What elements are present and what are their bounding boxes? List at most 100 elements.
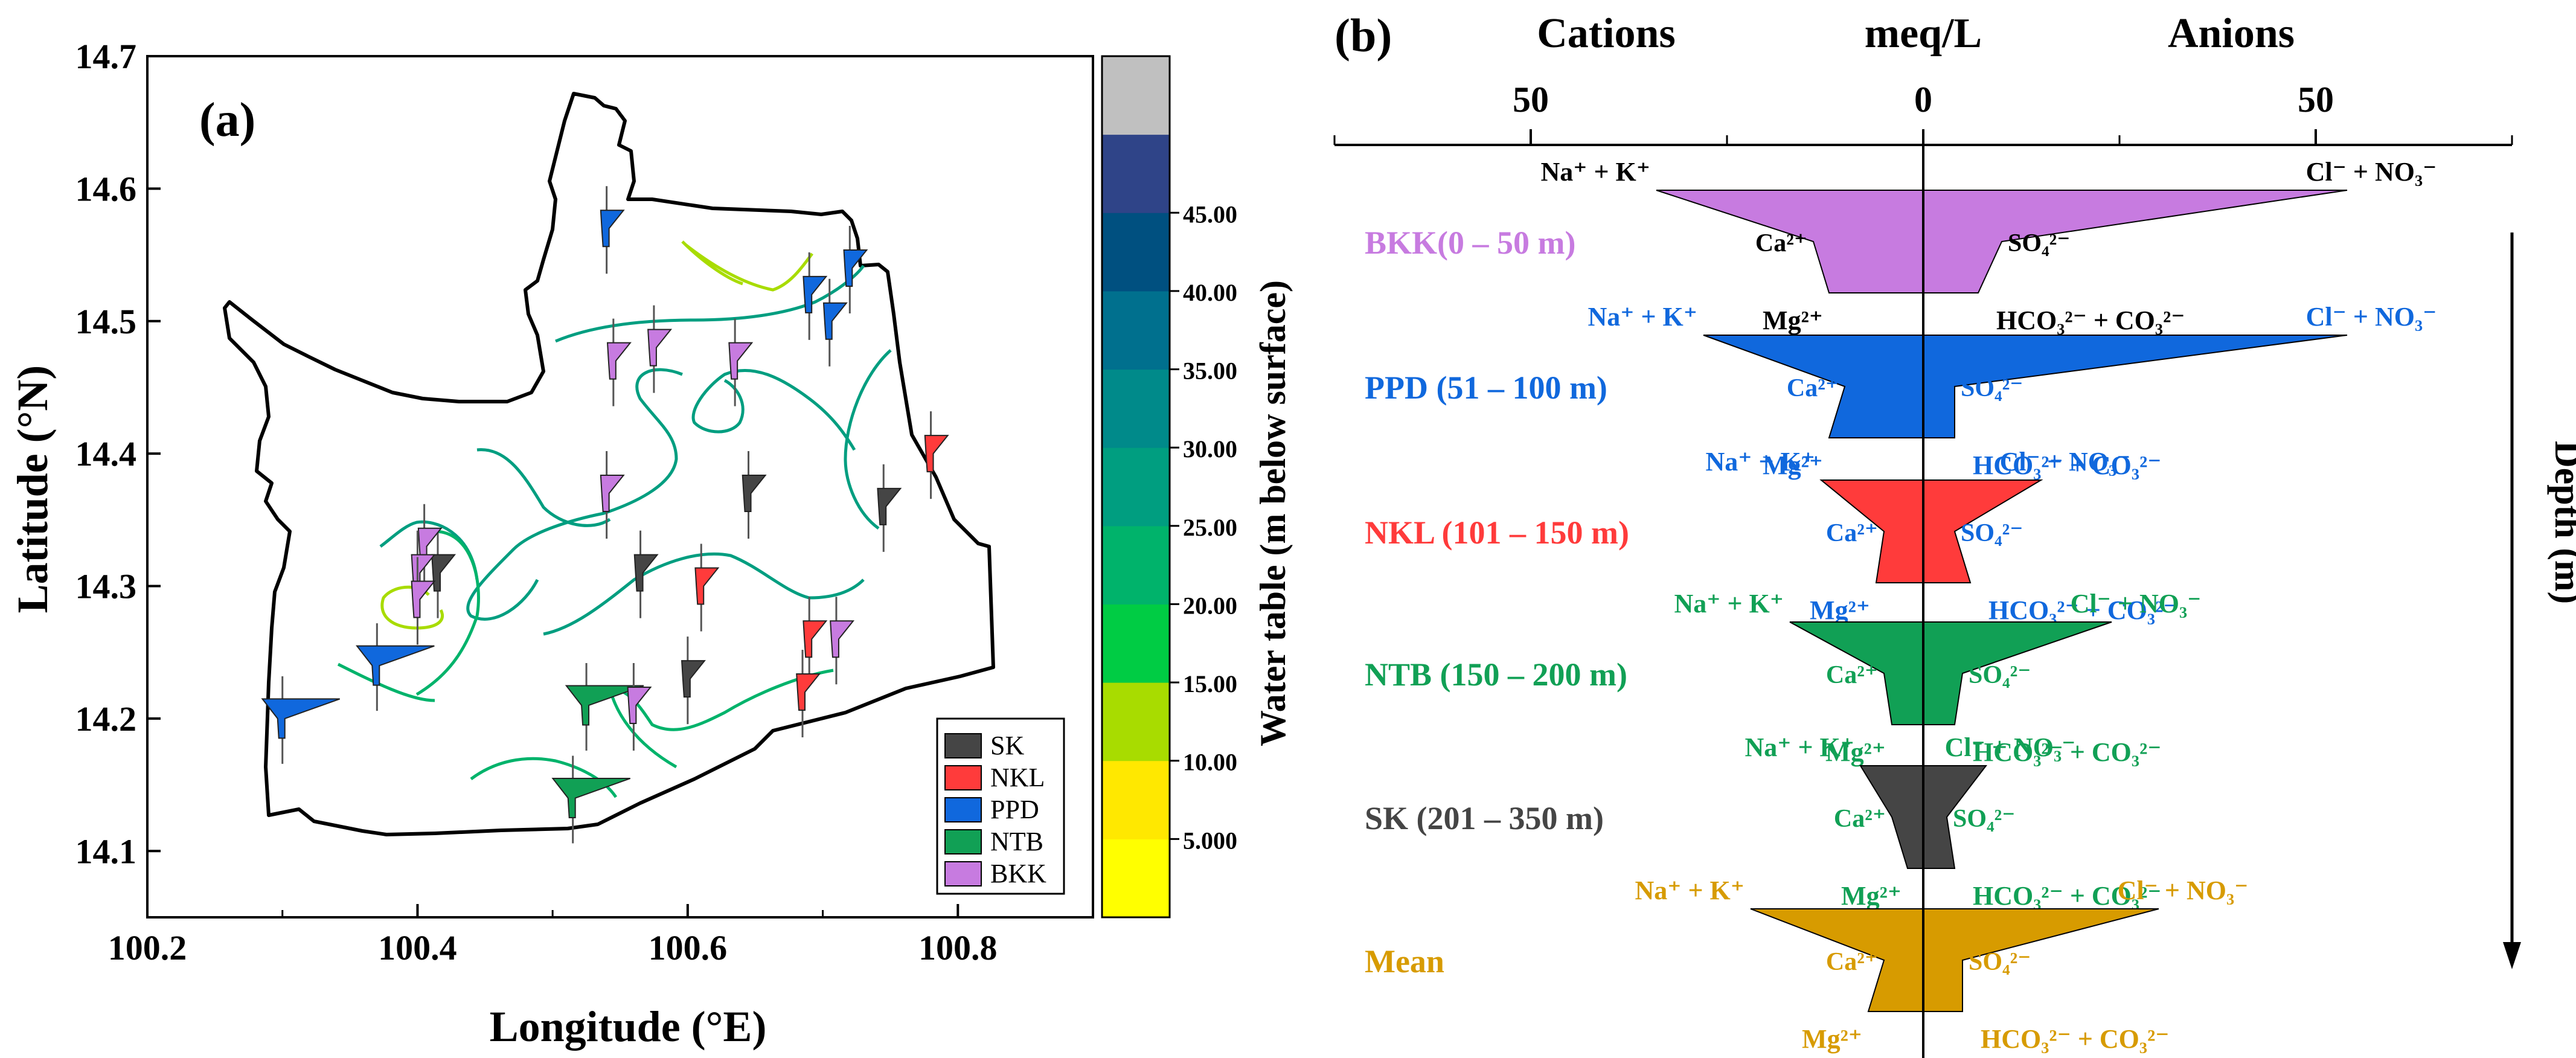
y-tick-label: 14.1 [75, 832, 137, 871]
colorbar-segment [1102, 134, 1170, 213]
stiff-diagrams: Na⁺ + K⁺ Cl⁻ + NO₃⁻ Ca²⁺ SO₄²⁻ Mg²⁺ HCO₃²⁻ + … [1365, 157, 2437, 1054]
y-tick-label: 14.5 [75, 302, 137, 341]
x-tick-label: 100.2 [108, 928, 187, 967]
colorbar-tick-label: 15.00 [1183, 670, 1237, 697]
station-bkk[interactable] [647, 329, 673, 367]
colorbar-segment [1102, 760, 1170, 839]
region-boundary [223, 92, 995, 836]
ion-label-mg: Mg²⁺ [1763, 306, 1823, 335]
station-ppd[interactable] [356, 645, 435, 686]
y-tick-label: 14.3 [75, 567, 137, 606]
colorbar-segment [1102, 213, 1170, 292]
station-sk[interactable] [633, 554, 659, 592]
group-label-bkk: BKK(0 – 50 m) [1365, 225, 1575, 261]
ion-label-hco3: HCO₃²⁻ + CO₃²⁻ [1996, 306, 2185, 335]
colorbar-tick-label: 20.00 [1183, 592, 1237, 619]
header-unit: meq/L [1865, 10, 1982, 57]
map-axes: 100.2 100.4 100.6 100.8 14.1 14.2 14.3 14.4 14.5… [75, 37, 998, 967]
ion-label-cl-no3: Cl⁻ + NO₃⁻ [2306, 157, 2437, 187]
stiff-nkl [1819, 479, 2043, 583]
ion-label-so4: SO₄²⁻ [1961, 374, 2023, 402]
contour-line [684, 243, 814, 292]
colorbar-tick-label: 40.00 [1183, 279, 1237, 306]
legend-label-bkk: BKK [990, 859, 1046, 888]
station-sk[interactable] [681, 660, 706, 698]
station-ppd[interactable] [261, 698, 341, 739]
ion-label-ca: Ca²⁺ [1787, 374, 1839, 402]
colorbar-title: Water table (m below surface) [1253, 280, 1293, 746]
panel-a-label: (a) [199, 94, 255, 147]
station-ppd[interactable] [822, 302, 848, 340]
panel-b-label: (b) [1334, 9, 1392, 62]
station-ntb[interactable] [551, 778, 631, 819]
station-ppd[interactable] [843, 249, 868, 287]
station-sk[interactable] [431, 554, 457, 592]
contour-line [543, 552, 865, 636]
group-label-sk: SK (201 – 350 m) [1365, 800, 1604, 836]
station-nkl[interactable] [796, 673, 821, 711]
concentration-tick-label: 0 [1914, 80, 1932, 120]
station-sk[interactable] [877, 487, 902, 525]
colorbar-tick-label: 35.00 [1183, 357, 1237, 385]
colorbar-segment [1102, 525, 1170, 604]
colorbar-segment [1102, 447, 1170, 527]
legend-swatch-ntb [944, 829, 982, 854]
colorbar-tick-label: 30.00 [1183, 435, 1237, 463]
depth-arrow-head [2503, 942, 2521, 969]
concentration-tick-label: 50 [1513, 80, 1549, 120]
station-bkk[interactable] [606, 342, 632, 380]
stiff-mean [1750, 908, 2159, 1012]
legend-swatch-sk [944, 733, 982, 758]
ion-label-na-k: Na⁺ + K⁺ [1674, 589, 1784, 618]
stiff-ntb [1789, 621, 2112, 725]
station-sk[interactable] [742, 474, 767, 512]
x-tick-label: 100.6 [649, 928, 728, 967]
stiff-ppd [1703, 335, 2348, 438]
station-nkl[interactable] [803, 620, 828, 658]
station-nkl[interactable] [694, 567, 720, 605]
ion-label-ca: Ca²⁺ [1826, 661, 1878, 689]
colorbar: 5.000 10.00 15.00 20.00 25.00 30.00 35.00 40.00… [1101, 55, 1237, 919]
group-label-mean: Mean [1365, 943, 1444, 979]
station-bkk[interactable] [627, 686, 652, 724]
station-nkl[interactable] [924, 435, 949, 473]
station-ppd[interactable] [600, 210, 625, 248]
ion-label-na-k: Na⁺ + K⁺ [1745, 733, 1854, 762]
ion-label-mg: Mg²⁺ [1763, 450, 1823, 480]
station-bkk[interactable] [830, 620, 855, 658]
station-bkk[interactable] [728, 342, 754, 380]
ion-label-cl-no3: Cl⁻ + NO₃⁻ [2071, 589, 2202, 618]
map-plot-frame [146, 55, 1094, 919]
ion-label-so4: SO₄²⁻ [1969, 948, 2031, 976]
ion-label-hco3: HCO₃²⁻ + CO₃²⁻ [1981, 1024, 2170, 1054]
contour-line [476, 448, 611, 527]
legend-swatch-bkk [944, 861, 982, 886]
station-ntb[interactable] [565, 685, 644, 726]
colorbar-tick-label: 45.00 [1183, 200, 1237, 228]
legend-swatch-nkl [944, 765, 982, 790]
contour-line [681, 240, 743, 286]
colorbar-tick-label: 5.000 [1183, 827, 1237, 854]
y-tick-label: 14.7 [75, 37, 137, 76]
ion-label-so4: SO₄²⁻ [1961, 519, 2023, 547]
contour-line [337, 662, 435, 702]
ion-label-so4: SO₄²⁻ [2008, 229, 2070, 257]
concentration-tick-label: 50 [2298, 80, 2334, 120]
station-bkk[interactable] [600, 474, 625, 512]
station-ppd[interactable] [803, 275, 828, 313]
x-tick-label: 100.4 [378, 928, 457, 967]
depth-label: Depth (m) [2547, 441, 2576, 604]
stiff-bkk [1656, 190, 2348, 293]
ion-label-ca: Ca²⁺ [1826, 519, 1878, 547]
ion-label-cl-no3: Cl⁻ + NO₃⁻ [2000, 447, 2131, 476]
map-panel: 100.2 100.4 100.6 100.8 14.1 14.2 14.3 14.4 14.5… [8, 37, 1293, 1051]
ion-label-mg: Mg²⁺ [1810, 595, 1870, 625]
station-bkk[interactable] [411, 580, 436, 618]
group-label-ntb: NTB (150 – 200 m) [1365, 656, 1627, 693]
contour-line [555, 264, 865, 343]
ion-label-na-k: Na⁺ + K⁺ [1635, 876, 1745, 905]
map-legend: SK NKL PPD NTB BKK [936, 717, 1065, 895]
y-tick-label: 14.6 [75, 169, 137, 208]
stiff-diagram-panel: (b) Cations meq/L Anions 50 0 50 Na⁺ + K⁺ C… [1333, 9, 2576, 1058]
contour-line [691, 369, 856, 451]
